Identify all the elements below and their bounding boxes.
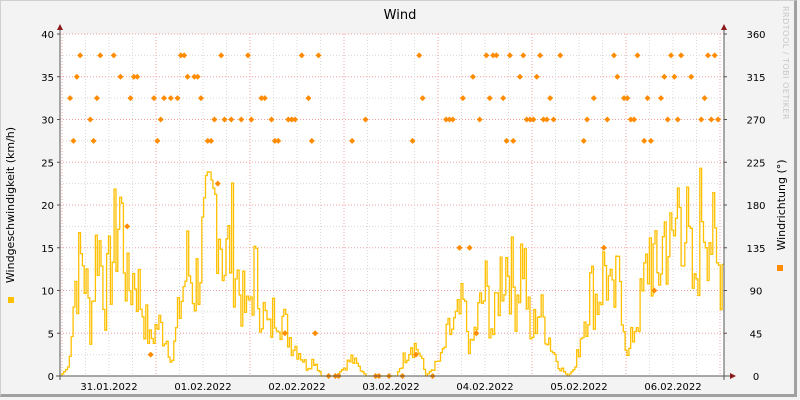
left-tick-label: 25: [41, 158, 54, 169]
right-tick-label: 0: [753, 372, 759, 383]
tick-labels: 0 5 10 15 20 25 30 35 40 0 45 90 135 180 225 270 315 360 3…: [41, 30, 765, 393]
x-tick-label: 04.02.2022: [456, 382, 513, 393]
left-tick-label: 20: [41, 201, 54, 212]
x-tick-label: 02.02.2022: [268, 382, 325, 393]
direction-legend-swatch: [777, 265, 783, 271]
rrdtool-watermark: RRDTOOL / TOBI OETIKER: [781, 6, 790, 121]
right-tick-label: 270: [746, 116, 765, 127]
left-tick-label: 30: [41, 116, 54, 127]
x-tick-label: 01.02.2022: [174, 382, 231, 393]
right-tick-label: 225: [746, 158, 765, 169]
right-tick-label: 360: [746, 30, 765, 41]
right-tick-label: 180: [746, 201, 765, 212]
right-tick-label: 90: [750, 287, 763, 298]
left-tick-label: 35: [41, 73, 54, 84]
chart-title: Wind: [383, 8, 417, 23]
x-tick-label: 31.01.2022: [80, 382, 137, 393]
speed-legend-swatch: [8, 297, 14, 303]
axes: [56, 24, 736, 380]
x-tick-label: 06.02.2022: [644, 382, 701, 393]
left-tick-label: 40: [41, 30, 54, 41]
left-tick-label: 0: [48, 372, 54, 383]
x-tick-label: 03.02.2022: [362, 382, 419, 393]
left-tick-label: 15: [41, 244, 54, 255]
right-tick-label: 45: [750, 329, 763, 340]
right-tick-label: 315: [746, 73, 765, 84]
left-tick-label: 10: [41, 287, 54, 298]
x-tick-label: 05.02.2022: [550, 382, 607, 393]
plot-area: [60, 34, 724, 376]
left-tick-label: 5: [48, 329, 54, 340]
speed-series: [60, 167, 724, 377]
right-tick-label: 135: [746, 244, 765, 255]
